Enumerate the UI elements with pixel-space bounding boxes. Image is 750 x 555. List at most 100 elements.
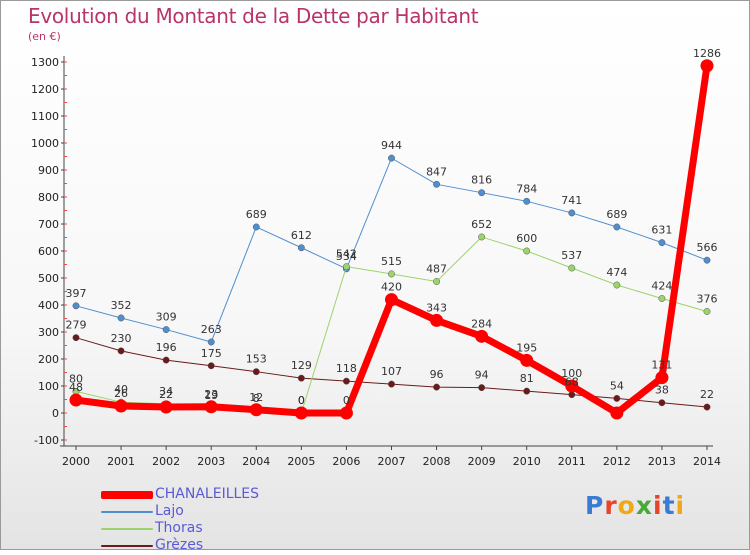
data-label: 816 (471, 174, 492, 187)
data-point (700, 59, 714, 73)
data-point (610, 406, 624, 420)
y-tick-label: 400 (38, 299, 59, 312)
data-label: 474 (606, 266, 627, 279)
data-label: 631 (651, 224, 672, 237)
data-label: 40 (114, 383, 128, 396)
data-point (430, 313, 444, 327)
data-label: 81 (520, 372, 534, 385)
y-tick-label: 700 (38, 218, 59, 231)
data-point (388, 270, 395, 278)
data-label: 566 (697, 241, 718, 254)
x-tick-label: 2000 (62, 455, 90, 468)
logo-letter: x (635, 491, 653, 520)
data-point (475, 329, 489, 343)
legend-label: Grèzes (155, 537, 204, 553)
y-tick-label: 800 (38, 191, 59, 204)
data-point (252, 223, 260, 231)
data-label: 741 (561, 194, 582, 207)
data-label: 23 (204, 388, 218, 401)
data-point (655, 371, 669, 385)
data-point (159, 400, 173, 414)
data-point (204, 400, 218, 414)
data-label: 376 (697, 292, 718, 305)
data-point (294, 406, 308, 420)
legend-label: CHANALEILLES (155, 486, 260, 502)
data-label: 48 (69, 381, 83, 394)
data-label: 0 (298, 394, 305, 407)
data-label: 100 (561, 367, 582, 380)
data-point (523, 247, 531, 255)
y-tick-label: -100 (34, 434, 59, 447)
y-tick-label: 1300 (31, 56, 59, 69)
data-label: 1286 (693, 47, 721, 60)
y-tick-label: 1000 (31, 137, 59, 150)
y-tick-label: 300 (38, 326, 59, 339)
data-point (342, 377, 350, 385)
data-point (72, 334, 80, 342)
data-label: 612 (291, 229, 312, 242)
x-tick-label: 2002 (152, 455, 180, 468)
data-label: 131 (651, 359, 672, 372)
data-label: 0 (343, 394, 350, 407)
data-point (388, 380, 395, 388)
data-label: 420 (381, 281, 402, 294)
legend-label: Lajo (155, 503, 184, 519)
chart-subtitle: (en €) (28, 30, 61, 43)
data-label: 196 (156, 341, 177, 354)
x-tick-label: 2010 (513, 455, 541, 468)
data-label: 8 (253, 392, 260, 405)
data-label: 784 (516, 182, 537, 195)
logo-letter: r (604, 491, 618, 520)
data-point (478, 189, 486, 197)
data-point (613, 394, 621, 402)
data-label: 195 (516, 341, 537, 354)
data-point (433, 278, 441, 285)
data-label: 542 (336, 248, 357, 261)
data-point (207, 362, 215, 370)
y-tick-label: 500 (38, 272, 59, 285)
data-label: 38 (655, 384, 669, 397)
legend-label: Thoras (155, 520, 203, 536)
data-label: 397 (66, 287, 87, 300)
data-label: 537 (561, 249, 582, 262)
data-label: 54 (610, 379, 624, 392)
logo-letter: i (653, 491, 663, 520)
y-tick-label: 0 (52, 407, 59, 420)
data-point (297, 374, 305, 382)
legend-swatch (101, 491, 153, 499)
data-point (388, 154, 395, 162)
data-point (433, 180, 441, 188)
data-point (568, 209, 576, 217)
data-point (385, 293, 398, 307)
data-label: 424 (651, 280, 672, 293)
y-tick-label: 1100 (31, 110, 59, 123)
legend-swatch (101, 545, 153, 547)
data-label: 96 (430, 368, 444, 381)
logo-letter: t (662, 491, 676, 520)
data-point (478, 384, 486, 392)
data-label: 153 (246, 353, 267, 366)
data-label: 34 (159, 385, 173, 398)
data-point (162, 326, 170, 334)
chart-title: Evolution du Montant de la Dette par Hab… (28, 4, 479, 28)
data-point (658, 295, 666, 302)
data-point (613, 223, 621, 231)
data-label: 847 (426, 165, 447, 178)
data-label: 487 (426, 263, 447, 276)
y-tick-label: 100 (38, 380, 59, 393)
data-point (658, 399, 666, 407)
y-tick-label: 900 (38, 164, 59, 177)
data-point (568, 264, 576, 272)
data-label: 600 (516, 232, 537, 245)
data-point (117, 347, 125, 355)
data-point (703, 308, 711, 315)
data-point (252, 368, 260, 376)
data-point (72, 302, 80, 310)
proxiti-logo: Proxiti (585, 491, 685, 520)
x-tick-label: 2013 (648, 455, 676, 468)
logo-letter: o (617, 491, 636, 520)
data-label: 22 (159, 388, 173, 401)
data-label: 263 (201, 323, 222, 336)
data-point (297, 244, 305, 252)
